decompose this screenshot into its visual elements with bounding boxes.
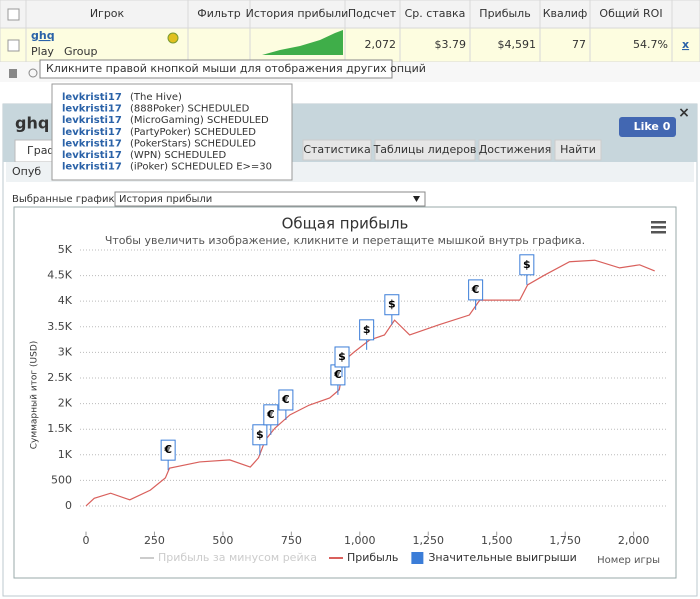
account-name[interactable]: levkristi17	[62, 115, 122, 126]
y-tick-label: 3.5K	[47, 320, 72, 333]
chart-title: Общая прибыль	[282, 215, 409, 233]
y-tick-label: 4.5K	[47, 269, 72, 282]
checkbox[interactable]	[8, 40, 19, 51]
table-row[interactable]	[0, 28, 700, 62]
x-tick-label: 500	[212, 534, 233, 547]
legend-swatch	[411, 552, 423, 564]
close-button[interactable]: ×	[678, 105, 690, 121]
header[interactable]: Фильтр	[197, 7, 241, 20]
header[interactable]: Игрок	[90, 7, 125, 20]
account-info: (PokerStars) SCHEDULED	[130, 138, 256, 149]
win-symbol: €	[471, 283, 480, 296]
legend-item[interactable]: Прибыль	[347, 551, 398, 564]
cell: $4,591	[498, 38, 537, 51]
win-symbol: $	[363, 323, 371, 336]
x-tick-label: 750	[281, 534, 302, 547]
chart-frame	[14, 207, 676, 578]
y-tick-label: 2K	[58, 397, 73, 410]
tooltip-text: Кликните правой кнопкой мыши для отображ…	[46, 62, 426, 75]
player-link[interactable]: ghq	[31, 29, 55, 42]
cell: $3.79	[435, 38, 467, 51]
account-info: (The Hive)	[130, 92, 182, 103]
legend-item[interactable]: Прибыль за минусом рейка	[158, 551, 317, 564]
tab[interactable]: Таблицы лидеров	[373, 143, 477, 156]
header[interactable]: Квалиф	[543, 7, 588, 20]
win-symbol: $	[388, 298, 396, 311]
header[interactable]: Прибыль	[479, 7, 530, 20]
cell: 2,072	[365, 38, 397, 51]
x-tick-label: 250	[144, 534, 165, 547]
x-tick-label: 1,750	[549, 534, 581, 547]
trash-icon[interactable]	[9, 69, 17, 78]
account-name[interactable]: levkristi17	[62, 104, 122, 115]
cell: 54.7%	[633, 38, 668, 51]
account-info: (MicroGaming) SCHEDULED	[130, 115, 269, 126]
header[interactable]: Подсчет	[348, 7, 397, 20]
win-symbol: €	[266, 408, 275, 421]
y-tick-label: 4K	[58, 294, 73, 307]
header[interactable]: Общий ROI	[599, 7, 662, 20]
legend-item[interactable]: Значительные выигрыши	[428, 551, 576, 564]
account-name[interactable]: levkristi17	[62, 138, 122, 149]
x-tick-label: 2,000	[618, 534, 650, 547]
menu-icon[interactable]	[651, 221, 666, 234]
like-text[interactable]: Like 0	[634, 120, 671, 133]
x-tick-label: 1,250	[413, 534, 445, 547]
account-name[interactable]: levkristi17	[62, 150, 122, 161]
x-tick-label: 1,000	[344, 534, 376, 547]
win-symbol: €	[281, 393, 290, 406]
selector-label: Выбранные графики:	[12, 194, 124, 205]
account-name[interactable]: levkristi17	[62, 92, 122, 103]
account-info: (888Poker) SCHEDULED	[130, 104, 250, 115]
group: Group	[64, 45, 98, 58]
y-tick-label: 2.5K	[47, 371, 72, 384]
extra-link[interactable]: x	[682, 38, 689, 51]
cell: 77	[572, 38, 586, 51]
y-axis-label: Суммарный итог (USD)	[30, 341, 40, 450]
account-info: (PartyPoker) SCHEDULED	[130, 127, 256, 138]
account-name[interactable]: levkristi17	[62, 162, 122, 173]
y-tick-label: 1.5K	[47, 422, 72, 435]
account-name[interactable]: levkristi17	[62, 127, 122, 138]
subtab[interactable]: Опуб	[12, 165, 41, 178]
chart-subtitle: Чтобы увеличить изображение, кликните и …	[105, 234, 585, 247]
checkbox[interactable]	[8, 9, 19, 20]
select-value[interactable]: История прибыли	[119, 194, 212, 205]
account-info: (WPN) SCHEDULED	[130, 150, 226, 161]
x-tick-label: 1,500	[481, 534, 513, 547]
badge-icon	[168, 33, 178, 43]
win-symbol: $	[338, 350, 346, 363]
win-symbol: $	[256, 428, 264, 441]
tab[interactable]: Найти	[560, 143, 596, 156]
y-tick-label: 3K	[58, 345, 73, 358]
group: Play	[31, 45, 54, 58]
win-symbol: $	[523, 258, 531, 271]
x-axis-label: Номер игры	[597, 555, 660, 566]
tab[interactable]: Достижения	[479, 143, 552, 156]
x-tick-label: 0	[83, 534, 90, 547]
y-tick-label: 1K	[58, 448, 73, 461]
header[interactable]: История прибыли	[246, 7, 349, 20]
y-tick-label: 0	[65, 499, 72, 512]
header[interactable]: Ср. ставка	[405, 7, 466, 20]
tab[interactable]: Статистика	[303, 143, 370, 156]
win-symbol: €	[163, 443, 172, 456]
account-info: (iPoker) SCHEDULED E>=30	[130, 162, 272, 173]
y-tick-label: 500	[51, 473, 72, 486]
win-symbol: €	[333, 368, 342, 381]
y-tick-label: 5K	[58, 243, 73, 256]
